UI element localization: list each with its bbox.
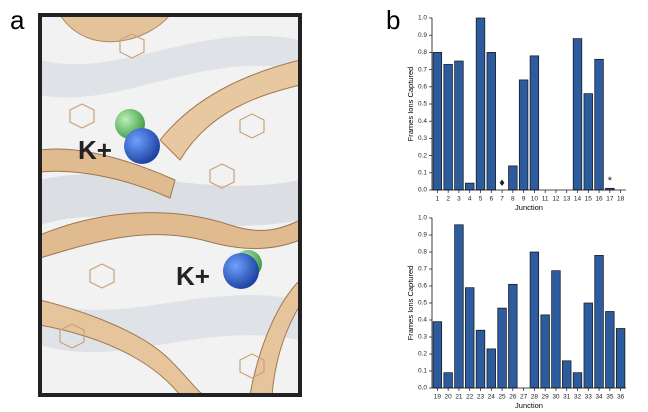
y-tick-label: 0.2 — [418, 152, 427, 159]
bar — [562, 361, 571, 388]
y-tick-label: 0.1 — [418, 170, 427, 177]
x-tick-label: 20 — [445, 394, 453, 401]
x-tick-label: 31 — [563, 394, 571, 401]
figure: a b K+ K+ 0.0 0.1 0.2 0.3 0.4 0.5 0.6 0.7 0.8 0.9… — [0, 0, 648, 412]
y-tick-label: 0.1 — [418, 368, 427, 375]
bar — [595, 255, 604, 388]
bar — [584, 303, 593, 388]
x-tick-label: 16 — [595, 196, 603, 203]
x-tick-label: 2 — [446, 196, 450, 203]
x-tick-label: 15 — [585, 196, 593, 203]
bar-annotation: * — [608, 175, 613, 187]
x-tick-label: 23 — [477, 394, 485, 401]
bar — [444, 64, 453, 190]
y-axis-label: Frames Ions Captured — [406, 67, 415, 142]
bar — [530, 252, 539, 388]
y-tick-label: 0.8 — [418, 249, 427, 256]
bar — [519, 80, 528, 190]
x-tick-label: 19 — [434, 394, 442, 401]
bar-annotation: ♦ — [499, 177, 505, 189]
x-tick-label: 4 — [468, 196, 472, 203]
x-tick-label: 12 — [552, 196, 560, 203]
bar — [498, 308, 507, 388]
x-tick-label: 22 — [466, 394, 474, 401]
bar — [541, 315, 550, 388]
y-tick-label: 1.0 — [418, 215, 427, 222]
y-tick-label: 0.0 — [418, 385, 427, 392]
x-tick-label: 6 — [489, 196, 493, 203]
bar — [487, 52, 496, 190]
x-tick-label: 24 — [488, 394, 496, 401]
y-tick-label: 0.2 — [418, 351, 427, 358]
bar — [465, 288, 474, 388]
x-tick-label: 21 — [455, 394, 463, 401]
bar — [476, 18, 485, 190]
bar — [465, 183, 474, 190]
x-tick-label: 17 — [606, 196, 614, 203]
y-tick-label: 0.5 — [418, 300, 427, 307]
x-tick-label: 3 — [457, 196, 461, 203]
y-tick-label: 0.7 — [418, 266, 427, 273]
x-axis-label: Junction — [515, 401, 543, 410]
bar — [530, 56, 539, 190]
panel-label: b — [386, 5, 400, 35]
x-tick-label: 33 — [585, 394, 593, 401]
y-tick-label: 0.4 — [418, 118, 427, 125]
y-tick-label: 0.9 — [418, 232, 427, 239]
x-tick-label: 25 — [498, 394, 506, 401]
y-axis-label: Frames Ions Captured — [406, 266, 415, 341]
x-tick-label: 18 — [617, 196, 625, 203]
x-tick-label: 29 — [542, 394, 550, 401]
bar — [595, 59, 604, 190]
x-tick-label: 30 — [552, 394, 560, 401]
x-tick-label: 14 — [574, 196, 582, 203]
bar — [433, 52, 442, 190]
y-tick-label: 0.6 — [418, 84, 427, 91]
x-axis-label: Junction — [515, 203, 543, 212]
x-tick-label: 7 — [500, 196, 504, 203]
y-tick-label: 0.6 — [418, 283, 427, 290]
y-tick-label: 0.4 — [418, 317, 427, 324]
y-tick-label: 0.9 — [418, 32, 427, 39]
x-tick-label: 35 — [606, 394, 614, 401]
bar — [606, 312, 615, 389]
x-tick-label: 8 — [511, 196, 515, 203]
bar — [616, 329, 625, 389]
x-tick-label: 27 — [520, 394, 528, 401]
bar — [455, 61, 464, 190]
bar — [552, 271, 561, 388]
bar — [573, 39, 582, 190]
x-tick-label: 28 — [531, 394, 539, 401]
bar — [455, 225, 464, 388]
x-tick-label: 10 — [531, 196, 539, 203]
x-tick-label: 9 — [522, 196, 526, 203]
y-tick-label: 0.3 — [418, 135, 427, 142]
bar — [433, 322, 442, 388]
x-tick-label: 34 — [595, 394, 603, 401]
bar — [444, 373, 453, 388]
x-tick-label: 36 — [617, 394, 625, 401]
molecule-image — [40, 15, 300, 395]
y-tick-label: 0.7 — [418, 66, 427, 73]
x-tick-label: 1 — [436, 196, 440, 203]
bar — [476, 330, 485, 388]
bar — [509, 166, 518, 190]
bar — [487, 349, 496, 388]
x-tick-label: 5 — [479, 196, 483, 203]
y-tick-label: 0.5 — [418, 101, 427, 108]
x-tick-label: 13 — [563, 196, 571, 203]
y-tick-label: 0.8 — [418, 49, 427, 56]
bar — [573, 373, 582, 388]
x-tick-label: 32 — [574, 394, 582, 401]
y-tick-label: 1.0 — [418, 15, 427, 22]
y-tick-label: 0.3 — [418, 334, 427, 341]
ion-label: K+ — [78, 135, 112, 165]
bar — [584, 94, 593, 190]
ion-label: K+ — [176, 261, 210, 291]
x-tick-label: 26 — [509, 394, 517, 401]
x-tick-label: 11 — [542, 196, 549, 203]
bar — [509, 284, 518, 388]
panel-label: a — [10, 5, 25, 35]
y-tick-label: 0.0 — [418, 187, 427, 194]
